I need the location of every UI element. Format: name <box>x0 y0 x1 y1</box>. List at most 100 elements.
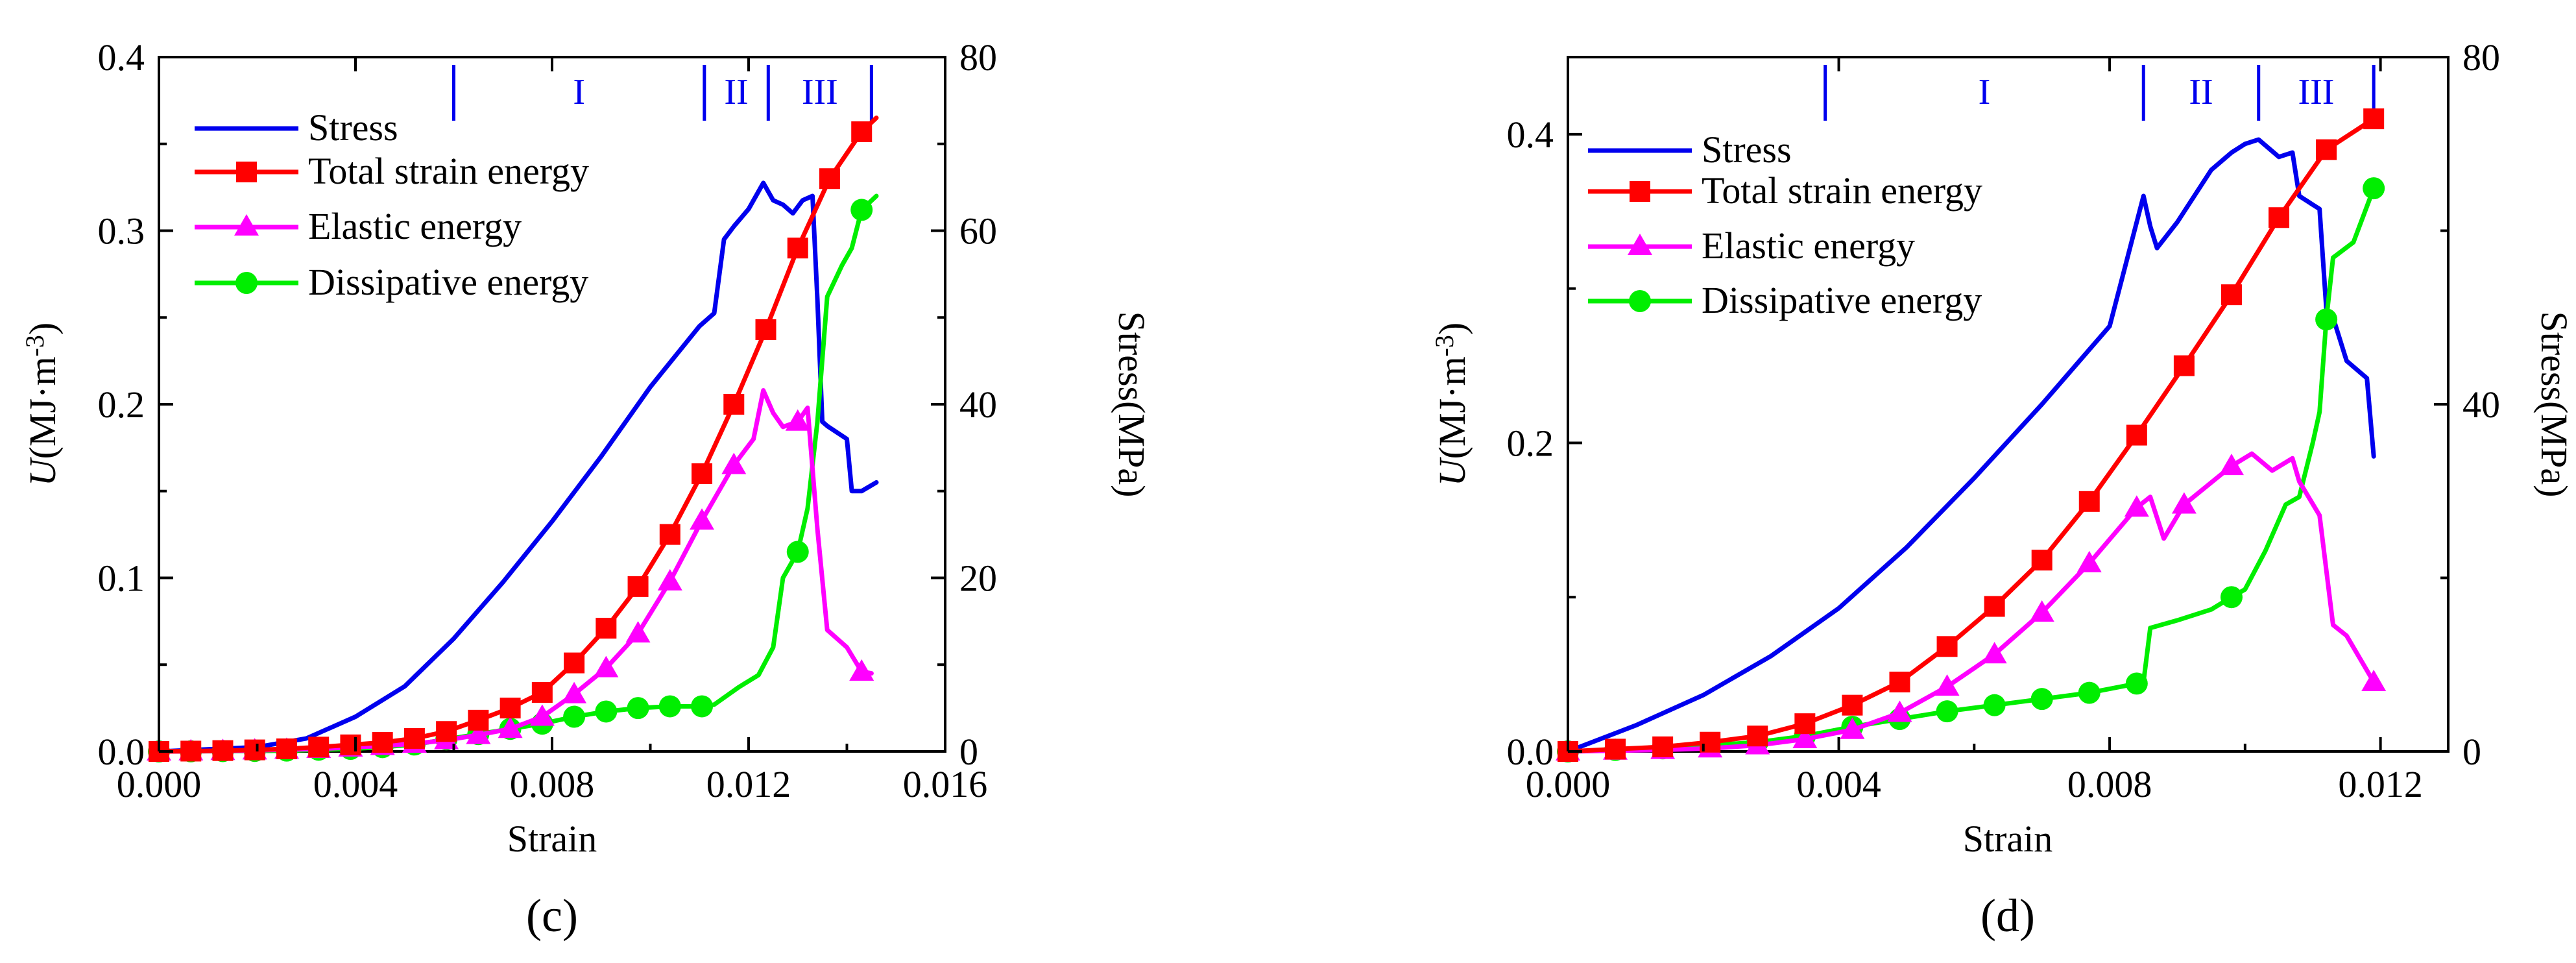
x-tick-label: 0.000 <box>117 763 202 805</box>
series-dissipative-energy-point <box>627 697 649 720</box>
series-elastic-energy-point <box>849 659 874 681</box>
series-total-strain-energy-point <box>276 738 297 759</box>
panel-d-y-axis-close: ) <box>1431 323 1473 335</box>
series-elastic-energy-point <box>1840 717 1865 739</box>
series-elastic-energy-point <box>625 621 651 643</box>
series-elastic-energy-point <box>721 452 747 474</box>
y2-tick-label: 80 <box>959 36 997 79</box>
series-total-strain-energy-point <box>1794 713 1816 735</box>
series-total-strain-energy-point <box>340 734 361 755</box>
series-elastic-energy-point <box>594 655 619 677</box>
series-dissipative-energy-point <box>595 700 618 723</box>
square-marker-icon <box>1630 181 1650 202</box>
series-dissipative-energy-point <box>2220 586 2243 609</box>
series-total-strain-energy-point <box>1605 738 1626 760</box>
y-tick-label: 0.0 <box>98 731 145 773</box>
series-total-strain-energy-point <box>627 576 649 597</box>
x-tick-label: 0.016 <box>903 763 988 805</box>
series-elastic-energy-point <box>2076 550 2102 572</box>
panel-d-legend: Stress Total strain energy Elastic energ… <box>1588 128 1982 321</box>
panel-c-legend: Stress Total strain energy Elastic energ… <box>195 106 589 303</box>
legend-elastic-label: Elastic energy <box>1702 225 1915 267</box>
panel-d: I II III 0.000 0.004 0.008 0.0120.00.20.40408… <box>1430 36 2575 942</box>
series-elastic-energy-point <box>466 722 491 744</box>
series-dissipative-energy-point <box>2315 308 2338 331</box>
series-stress-line <box>156 180 879 754</box>
series-elastic-energy-point <box>1792 726 1818 748</box>
series-total-strain-energy-point <box>692 463 713 484</box>
series-total-strain-energy-point <box>819 168 840 189</box>
x-tick-label: 0.004 <box>1796 763 1881 805</box>
panel-c-y-axis-label: U(MJ·m-3) <box>20 323 64 486</box>
series-total-strain-energy-point <box>372 732 393 753</box>
stage-label: III <box>2298 72 2334 112</box>
panel-c-ticks: 0.000 0.004 0.008 0.012 0.016 0.0 0.1 0.2 0.3 0.4… <box>98 36 998 805</box>
series-elastic-energy-point <box>498 716 523 738</box>
y2-tick-label: 0 <box>2462 731 2481 773</box>
square-marker-icon <box>236 162 257 182</box>
series-dissipative-energy-point <box>850 199 873 221</box>
legend-stress-label: Stress <box>308 106 398 149</box>
y-tick-label: 0.4 <box>98 36 145 79</box>
series-dissipative-energy-point <box>2125 672 2148 695</box>
legend-dissipative-label: Dissipative energy <box>308 261 588 303</box>
legend-dissipative-label: Dissipative energy <box>1702 279 1982 321</box>
panel-c-y-axis-close: ) <box>21 323 64 335</box>
panel-c: I II III 0.000 0.004 0.008 0.012 0.0160.00.10.… <box>20 36 1153 942</box>
panel-d-y-axis-exponent: -3 <box>1430 335 1459 356</box>
series-total-strain-energy-point <box>468 709 489 731</box>
circle-marker-icon <box>235 272 258 294</box>
series-elastic-energy-point <box>1887 700 1912 722</box>
stage-label: II <box>724 72 748 112</box>
panel-d-stage-markers: I II III <box>1824 65 2376 121</box>
panel-c-x-axis-label: Strain <box>507 818 597 860</box>
series-total-strain-energy-point <box>787 238 808 259</box>
series-total-strain-energy-point <box>436 721 457 742</box>
y2-tick-label: 40 <box>959 384 997 426</box>
panel-d-x-axis-label: Strain <box>1963 818 2053 860</box>
legend-elastic-label: Elastic energy <box>308 205 522 247</box>
y2-tick-label: 20 <box>959 557 997 600</box>
legend-total-label: Total strain energy <box>308 150 589 192</box>
y-tick-label: 0.3 <box>98 210 145 252</box>
x-tick-label: 0.008 <box>2067 763 2152 805</box>
y-tick-label: 0.2 <box>1507 422 1554 464</box>
triangle-marker-icon <box>1628 234 1652 255</box>
series-total-strain-energy-point <box>212 740 234 761</box>
series-dissipative-energy-point <box>658 695 681 718</box>
series-dissipative-energy-point <box>691 695 714 718</box>
series-dissipative-energy-point <box>1936 700 1958 723</box>
series-elastic-energy-point <box>2029 600 2054 622</box>
series-dissipative-energy-point <box>2030 688 2053 711</box>
panel-c-y-axis-exponent: -3 <box>20 335 49 356</box>
series-total-strain-energy-point <box>564 652 585 674</box>
stage-label: III <box>802 72 838 112</box>
series-total-strain-energy-point <box>659 524 680 545</box>
panel-c-label: (c) <box>526 890 578 942</box>
y2-tick-label: 40 <box>2462 384 2500 426</box>
series-elastic-energy-point <box>529 704 555 726</box>
y-tick-label: 0.2 <box>98 384 145 426</box>
series-elastic-energy-point <box>657 568 682 591</box>
y-tick-label: 0.4 <box>1507 114 1554 156</box>
series-dissipative-energy-point <box>2363 177 2385 200</box>
series-total-strain-energy-point <box>244 739 265 761</box>
series-elastic-energy-point <box>785 409 810 431</box>
series-dissipative-energy-line <box>1565 186 2376 754</box>
series-total-strain-energy-point <box>2031 550 2052 571</box>
panel-c-y2-axis-label: Stress(MPa) <box>1111 311 1153 498</box>
series-total-strain-energy-point <box>1984 596 2005 617</box>
series-elastic-energy-point <box>2171 492 2197 514</box>
series-total-strain-energy-point <box>500 698 521 719</box>
panel-d-y-axis-label: U(MJ·m-3) <box>1430 323 1473 486</box>
series-total-strain-energy-point <box>531 682 553 703</box>
panel-d-y2-axis-label: Stress(MPa) <box>2533 311 2575 498</box>
series-total-strain-energy-point <box>755 319 776 340</box>
panel-c-y-axis-unit: (MJ·m <box>21 356 64 459</box>
series-total-strain-energy-point <box>2316 139 2337 160</box>
series-total-strain-energy-point <box>851 121 873 143</box>
series-elastic-energy-point <box>562 681 587 703</box>
stage-label: I <box>573 72 585 112</box>
